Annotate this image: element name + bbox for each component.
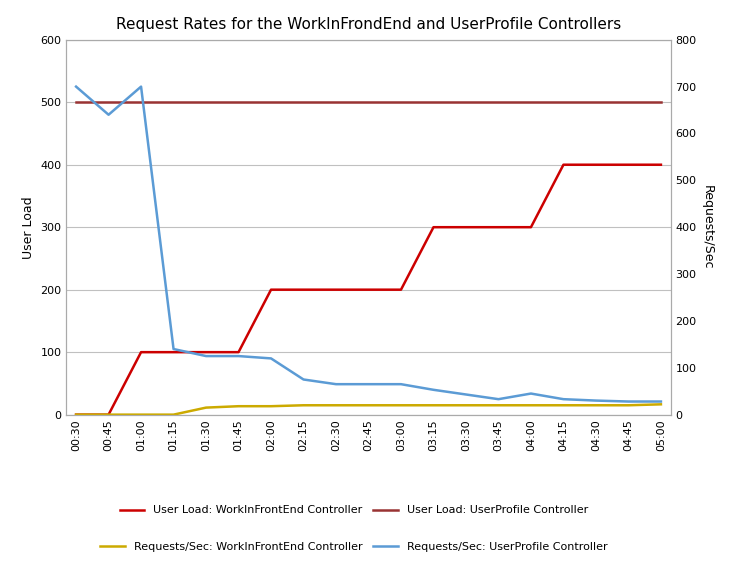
User Load: UserProfile Controller: (12, 500): UserProfile Controller: (12, 500) (461, 99, 470, 106)
Requests/Sec: WorkInFrontEnd Controller: (11, 20): WorkInFrontEnd Controller: (11, 20) (429, 402, 438, 409)
Legend: Requests/Sec: WorkInFrontEnd Controller, Requests/Sec: UserProfile Controller: Requests/Sec: WorkInFrontEnd Controller,… (96, 538, 612, 557)
Requests/Sec: WorkInFrontEnd Controller: (10, 20): WorkInFrontEnd Controller: (10, 20) (397, 402, 405, 409)
User Load: UserProfile Controller: (3, 500): UserProfile Controller: (3, 500) (169, 99, 178, 106)
Requests/Sec: WorkInFrontEnd Controller: (14, 20): WorkInFrontEnd Controller: (14, 20) (526, 402, 535, 409)
User Load: UserProfile Controller: (2, 500): UserProfile Controller: (2, 500) (136, 99, 145, 106)
Requests/Sec: UserProfile Controller: (11, 53): UserProfile Controller: (11, 53) (429, 386, 438, 393)
User Load: WorkInFrontEnd Controller: (6, 200): WorkInFrontEnd Controller: (6, 200) (267, 286, 276, 293)
Line: Requests/Sec: UserProfile Controller: Requests/Sec: UserProfile Controller (76, 86, 661, 402)
User Load: UserProfile Controller: (11, 500): UserProfile Controller: (11, 500) (429, 99, 438, 106)
Requests/Sec: UserProfile Controller: (14, 45): UserProfile Controller: (14, 45) (526, 390, 535, 397)
User Load: WorkInFrontEnd Controller: (15, 400): WorkInFrontEnd Controller: (15, 400) (559, 161, 568, 168)
User Load: WorkInFrontEnd Controller: (3, 100): WorkInFrontEnd Controller: (3, 100) (169, 349, 178, 356)
Requests/Sec: UserProfile Controller: (12, 43): UserProfile Controller: (12, 43) (461, 391, 470, 398)
User Load: WorkInFrontEnd Controller: (7, 200): WorkInFrontEnd Controller: (7, 200) (299, 286, 308, 293)
User Load: WorkInFrontEnd Controller: (12, 300): WorkInFrontEnd Controller: (12, 300) (461, 224, 470, 231)
User Load: WorkInFrontEnd Controller: (11, 300): WorkInFrontEnd Controller: (11, 300) (429, 224, 438, 231)
Requests/Sec: UserProfile Controller: (17, 28): UserProfile Controller: (17, 28) (624, 398, 633, 405)
User Load: WorkInFrontEnd Controller: (0, 0): WorkInFrontEnd Controller: (0, 0) (71, 411, 80, 418)
User Load: UserProfile Controller: (4, 500): UserProfile Controller: (4, 500) (202, 99, 211, 106)
Requests/Sec: UserProfile Controller: (8, 65): UserProfile Controller: (8, 65) (332, 381, 340, 387)
Requests/Sec: UserProfile Controller: (3, 140): UserProfile Controller: (3, 140) (169, 345, 178, 352)
Requests/Sec: WorkInFrontEnd Controller: (18, 22): WorkInFrontEnd Controller: (18, 22) (657, 401, 666, 408)
User Load: UserProfile Controller: (8, 500): UserProfile Controller: (8, 500) (332, 99, 340, 106)
Line: User Load: WorkInFrontEnd Controller: User Load: WorkInFrontEnd Controller (76, 165, 661, 415)
Y-axis label: Requests/Sec: Requests/Sec (700, 185, 713, 269)
User Load: WorkInFrontEnd Controller: (18, 400): WorkInFrontEnd Controller: (18, 400) (657, 161, 666, 168)
Requests/Sec: WorkInFrontEnd Controller: (2, 0): WorkInFrontEnd Controller: (2, 0) (136, 411, 145, 418)
Requests/Sec: UserProfile Controller: (0, 700): UserProfile Controller: (0, 700) (71, 83, 80, 90)
User Load: UserProfile Controller: (18, 500): UserProfile Controller: (18, 500) (657, 99, 666, 106)
Legend: User Load: WorkInFrontEnd Controller, User Load: UserProfile Controller: User Load: WorkInFrontEnd Controller, Us… (115, 501, 593, 520)
User Load: WorkInFrontEnd Controller: (9, 200): WorkInFrontEnd Controller: (9, 200) (364, 286, 373, 293)
Requests/Sec: WorkInFrontEnd Controller: (17, 20): WorkInFrontEnd Controller: (17, 20) (624, 402, 633, 409)
Requests/Sec: WorkInFrontEnd Controller: (6, 18): WorkInFrontEnd Controller: (6, 18) (267, 403, 276, 410)
User Load: WorkInFrontEnd Controller: (10, 200): WorkInFrontEnd Controller: (10, 200) (397, 286, 405, 293)
User Load: WorkInFrontEnd Controller: (16, 400): WorkInFrontEnd Controller: (16, 400) (592, 161, 601, 168)
User Load: UserProfile Controller: (5, 500): UserProfile Controller: (5, 500) (234, 99, 243, 106)
Requests/Sec: WorkInFrontEnd Controller: (13, 20): WorkInFrontEnd Controller: (13, 20) (494, 402, 503, 409)
User Load: WorkInFrontEnd Controller: (17, 400): WorkInFrontEnd Controller: (17, 400) (624, 161, 633, 168)
Requests/Sec: UserProfile Controller: (15, 33): UserProfile Controller: (15, 33) (559, 396, 568, 403)
User Load: UserProfile Controller: (15, 500): UserProfile Controller: (15, 500) (559, 99, 568, 106)
Requests/Sec: UserProfile Controller: (5, 125): UserProfile Controller: (5, 125) (234, 353, 243, 360)
User Load: WorkInFrontEnd Controller: (8, 200): WorkInFrontEnd Controller: (8, 200) (332, 286, 340, 293)
Requests/Sec: WorkInFrontEnd Controller: (16, 20): WorkInFrontEnd Controller: (16, 20) (592, 402, 601, 409)
User Load: WorkInFrontEnd Controller: (1, 0): WorkInFrontEnd Controller: (1, 0) (104, 411, 113, 418)
Requests/Sec: UserProfile Controller: (2, 700): UserProfile Controller: (2, 700) (136, 83, 145, 90)
Requests/Sec: UserProfile Controller: (16, 30): UserProfile Controller: (16, 30) (592, 397, 601, 404)
User Load: UserProfile Controller: (1, 500): UserProfile Controller: (1, 500) (104, 99, 113, 106)
User Load: UserProfile Controller: (10, 500): UserProfile Controller: (10, 500) (397, 99, 405, 106)
Requests/Sec: WorkInFrontEnd Controller: (3, 0): WorkInFrontEnd Controller: (3, 0) (169, 411, 178, 418)
Requests/Sec: WorkInFrontEnd Controller: (4, 15): WorkInFrontEnd Controller: (4, 15) (202, 404, 211, 411)
Requests/Sec: UserProfile Controller: (18, 28): UserProfile Controller: (18, 28) (657, 398, 666, 405)
User Load: UserProfile Controller: (13, 500): UserProfile Controller: (13, 500) (494, 99, 503, 106)
User Load: UserProfile Controller: (17, 500): UserProfile Controller: (17, 500) (624, 99, 633, 106)
User Load: UserProfile Controller: (16, 500): UserProfile Controller: (16, 500) (592, 99, 601, 106)
User Load: UserProfile Controller: (0, 500): UserProfile Controller: (0, 500) (71, 99, 80, 106)
User Load: WorkInFrontEnd Controller: (5, 100): WorkInFrontEnd Controller: (5, 100) (234, 349, 243, 356)
User Load: UserProfile Controller: (6, 500): UserProfile Controller: (6, 500) (267, 99, 276, 106)
Y-axis label: User Load: User Load (22, 196, 35, 258)
Requests/Sec: UserProfile Controller: (10, 65): UserProfile Controller: (10, 65) (397, 381, 405, 387)
User Load: WorkInFrontEnd Controller: (13, 300): WorkInFrontEnd Controller: (13, 300) (494, 224, 503, 231)
User Load: UserProfile Controller: (14, 500): UserProfile Controller: (14, 500) (526, 99, 535, 106)
Requests/Sec: WorkInFrontEnd Controller: (8, 20): WorkInFrontEnd Controller: (8, 20) (332, 402, 340, 409)
Requests/Sec: WorkInFrontEnd Controller: (9, 20): WorkInFrontEnd Controller: (9, 20) (364, 402, 373, 409)
Requests/Sec: UserProfile Controller: (9, 65): UserProfile Controller: (9, 65) (364, 381, 373, 387)
Line: Requests/Sec: WorkInFrontEnd Controller: Requests/Sec: WorkInFrontEnd Controller (76, 404, 661, 415)
Title: Request Rates for the WorkInFrondEnd and UserProfile Controllers: Request Rates for the WorkInFrondEnd and… (116, 16, 621, 32)
Requests/Sec: UserProfile Controller: (4, 125): UserProfile Controller: (4, 125) (202, 353, 211, 360)
User Load: WorkInFrontEnd Controller: (2, 100): WorkInFrontEnd Controller: (2, 100) (136, 349, 145, 356)
Requests/Sec: UserProfile Controller: (7, 75): UserProfile Controller: (7, 75) (299, 376, 308, 383)
User Load: UserProfile Controller: (7, 500): UserProfile Controller: (7, 500) (299, 99, 308, 106)
Requests/Sec: WorkInFrontEnd Controller: (15, 20): WorkInFrontEnd Controller: (15, 20) (559, 402, 568, 409)
Requests/Sec: UserProfile Controller: (13, 33): UserProfile Controller: (13, 33) (494, 396, 503, 403)
Requests/Sec: UserProfile Controller: (1, 640): UserProfile Controller: (1, 640) (104, 111, 113, 118)
Requests/Sec: WorkInFrontEnd Controller: (12, 20): WorkInFrontEnd Controller: (12, 20) (461, 402, 470, 409)
User Load: UserProfile Controller: (9, 500): UserProfile Controller: (9, 500) (364, 99, 373, 106)
Requests/Sec: WorkInFrontEnd Controller: (1, 0): WorkInFrontEnd Controller: (1, 0) (104, 411, 113, 418)
User Load: WorkInFrontEnd Controller: (4, 100): WorkInFrontEnd Controller: (4, 100) (202, 349, 211, 356)
Requests/Sec: WorkInFrontEnd Controller: (0, 0): WorkInFrontEnd Controller: (0, 0) (71, 411, 80, 418)
Requests/Sec: UserProfile Controller: (6, 120): UserProfile Controller: (6, 120) (267, 355, 276, 362)
Requests/Sec: WorkInFrontEnd Controller: (7, 20): WorkInFrontEnd Controller: (7, 20) (299, 402, 308, 409)
User Load: WorkInFrontEnd Controller: (14, 300): WorkInFrontEnd Controller: (14, 300) (526, 224, 535, 231)
Requests/Sec: WorkInFrontEnd Controller: (5, 18): WorkInFrontEnd Controller: (5, 18) (234, 403, 243, 410)
